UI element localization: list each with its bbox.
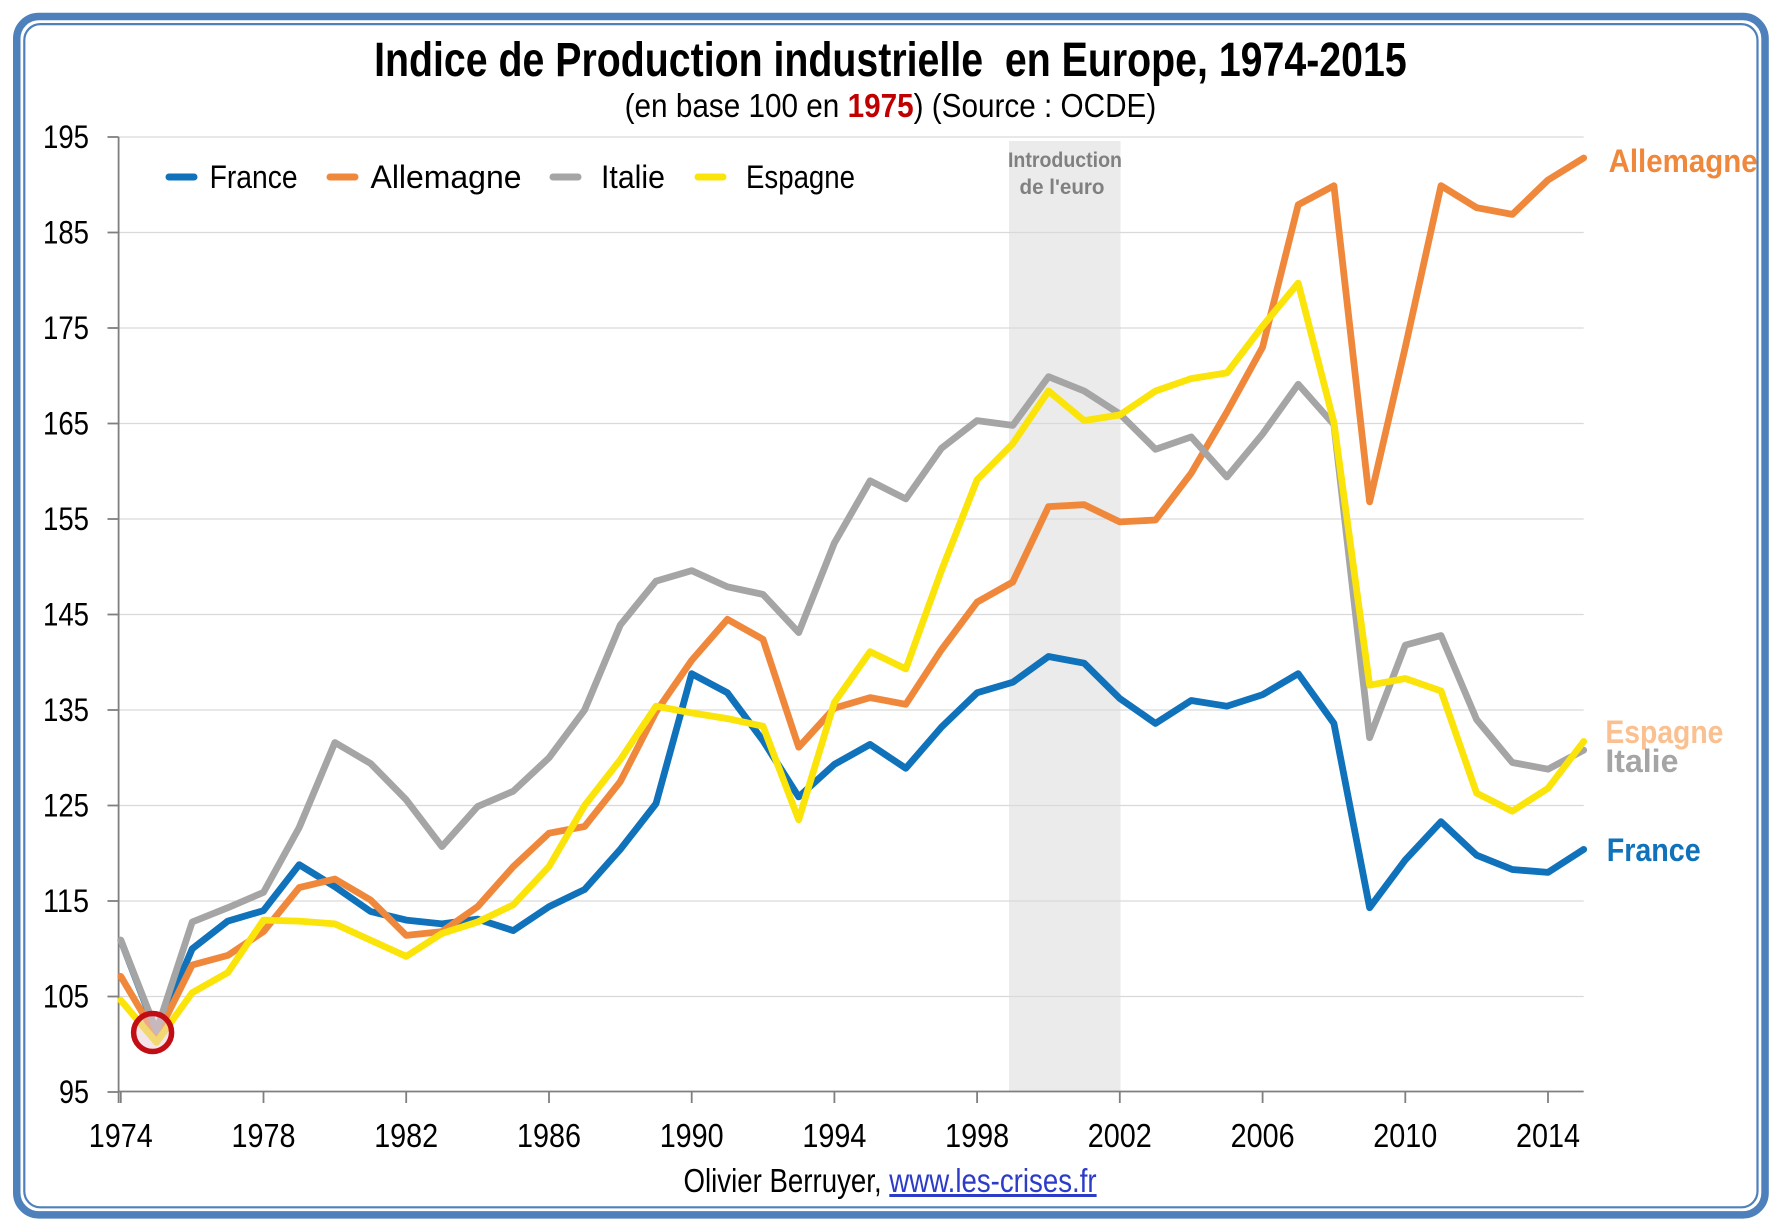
svg-text:145: 145 <box>43 597 89 633</box>
svg-text:105: 105 <box>43 979 89 1015</box>
svg-text:1978: 1978 <box>232 1117 296 1154</box>
svg-text:1998: 1998 <box>945 1117 1009 1154</box>
svg-text:Italie: Italie <box>601 159 665 195</box>
svg-text:1994: 1994 <box>802 1117 866 1154</box>
svg-text:2002: 2002 <box>1088 1117 1152 1154</box>
svg-text:125: 125 <box>43 788 89 824</box>
svg-text:de l'euro: de l'euro <box>1020 176 1105 199</box>
svg-text:France: France <box>1607 832 1701 868</box>
svg-text:Introduction: Introduction <box>1008 149 1122 172</box>
svg-text:Allemagne: Allemagne <box>371 159 522 195</box>
svg-text:135: 135 <box>43 692 89 728</box>
svg-text:95: 95 <box>59 1074 89 1110</box>
svg-text:2014: 2014 <box>1516 1117 1580 1154</box>
svg-text:195: 195 <box>43 119 89 155</box>
svg-text:155: 155 <box>43 501 89 537</box>
svg-text:185: 185 <box>43 215 89 251</box>
svg-text:1986: 1986 <box>517 1117 581 1154</box>
svg-text:Espagne: Espagne <box>746 159 855 195</box>
svg-text:1990: 1990 <box>660 1117 724 1154</box>
svg-text:115: 115 <box>43 883 89 919</box>
svg-text:1974: 1974 <box>89 1117 153 1154</box>
svg-text:Italie: Italie <box>1605 743 1678 779</box>
svg-text:Allemagne: Allemagne <box>1609 143 1758 179</box>
svg-text:France: France <box>210 159 298 195</box>
svg-text:165: 165 <box>43 406 89 442</box>
svg-text:2006: 2006 <box>1231 1117 1295 1154</box>
svg-text:2010: 2010 <box>1373 1117 1437 1154</box>
svg-text:175: 175 <box>43 310 89 346</box>
svg-text:1982: 1982 <box>374 1117 438 1154</box>
svg-text:Espagne: Espagne <box>1605 714 1723 750</box>
